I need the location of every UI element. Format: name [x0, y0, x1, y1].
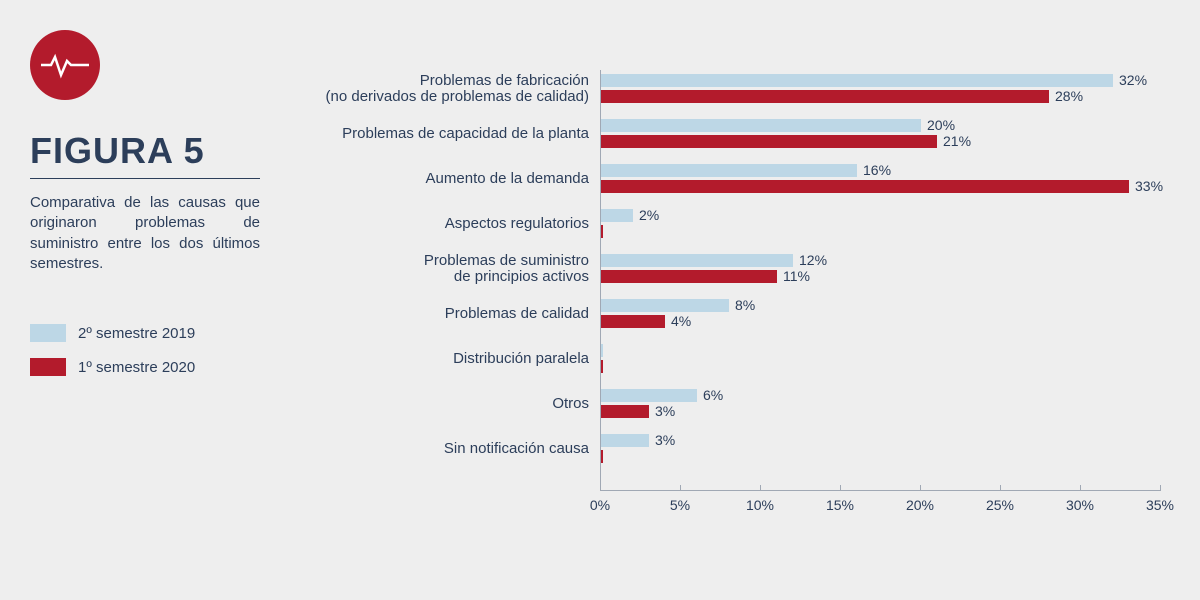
category-label: Problemas de calidad: [445, 306, 589, 323]
chart-area: Problemas de fabricación (no derivados d…: [280, 70, 1160, 530]
heartbeat-icon-svg: [41, 41, 89, 89]
bar-series1: [601, 299, 729, 312]
x-axis-tick-label: 10%: [740, 497, 780, 513]
bar-series2: [601, 225, 603, 238]
bar-series1: [601, 119, 921, 132]
left-column: FIGURA 5 Comparativa de las causas que o…: [30, 30, 280, 570]
figure-description: Comparativa de las causas que originaron…: [30, 193, 260, 274]
bar-series1: [601, 164, 857, 177]
bar-value-label: 12%: [799, 254, 827, 267]
bar-series1: [601, 389, 697, 402]
bar-series2: [601, 135, 937, 148]
legend-swatch-series1: [30, 324, 66, 342]
x-axis-tick-label: 15%: [820, 497, 860, 513]
bar-value-label: 33%: [1135, 180, 1163, 193]
bar-series1: [601, 74, 1113, 87]
bar-value-label: 3%: [655, 405, 675, 418]
category-label: Problemas de capacidad de la planta: [342, 126, 589, 143]
category-label: Problemas de fabricación (no derivados d…: [326, 73, 590, 106]
x-axis-tick-label: 35%: [1140, 497, 1180, 513]
bar-series1: [601, 434, 649, 447]
chart-column: Problemas de fabricación (no derivados d…: [280, 30, 1160, 570]
heartbeat-icon: [30, 30, 100, 100]
bar-value-label: 3%: [655, 434, 675, 447]
x-axis-tick-label: 30%: [1060, 497, 1100, 513]
x-axis-tick-label: 20%: [900, 497, 940, 513]
x-axis-tick-label: 0%: [580, 497, 620, 513]
bar-series2: [601, 270, 777, 283]
bar-series2: [601, 90, 1049, 103]
category-label: Aumento de la demanda: [426, 171, 589, 188]
legend-item-series2: 1º semestre 2020: [30, 358, 260, 376]
figure-container: FIGURA 5 Comparativa de las causas que o…: [0, 0, 1200, 600]
bar-value-label: 16%: [863, 164, 891, 177]
bar-value-label: 32%: [1119, 74, 1147, 87]
category-label: Otros: [552, 396, 589, 413]
legend-item-series1: 2º semestre 2019: [30, 324, 260, 342]
x-axis-tick-label: 5%: [660, 497, 700, 513]
legend-swatch-series2: [30, 358, 66, 376]
category-labels: Problemas de fabricación (no derivados d…: [280, 70, 595, 530]
x-axis: 0%5%10%15%20%25%30%35%: [600, 490, 1160, 530]
bar-value-label: 20%: [927, 119, 955, 132]
bar-series2: [601, 450, 603, 463]
bar-value-label: 8%: [735, 299, 755, 312]
bar-series2: [601, 180, 1129, 193]
bar-series2: [601, 405, 649, 418]
legend-label-series1: 2º semestre 2019: [78, 325, 195, 342]
plot-area: 32% 28% 20% 21% 16% 33% 2% 12% 11% 8% 4% 6% 3% 3%: [600, 70, 1160, 490]
x-axis-tick-label: 25%: [980, 497, 1020, 513]
category-label: Problemas de suministro de principios ac…: [424, 253, 589, 286]
bar-series1: [601, 344, 603, 357]
bar-value-label: 11%: [783, 270, 810, 283]
category-label: Distribución paralela: [453, 351, 589, 368]
legend-label-series2: 1º semestre 2020: [78, 359, 195, 376]
bar-value-label: 21%: [943, 135, 971, 148]
category-label: Aspectos regulatorios: [445, 216, 589, 233]
bar-value-label: 2%: [639, 209, 659, 222]
bar-value-label: 6%: [703, 389, 723, 402]
bar-series2: [601, 360, 603, 373]
figure-title: FIGURA 5: [30, 130, 260, 179]
bar-value-label: 4%: [671, 315, 691, 328]
category-label: Sin notificación causa: [444, 441, 589, 458]
bar-series1: [601, 209, 633, 222]
bar-series2: [601, 315, 665, 328]
bar-value-label: 28%: [1055, 90, 1083, 103]
bar-series1: [601, 254, 793, 267]
